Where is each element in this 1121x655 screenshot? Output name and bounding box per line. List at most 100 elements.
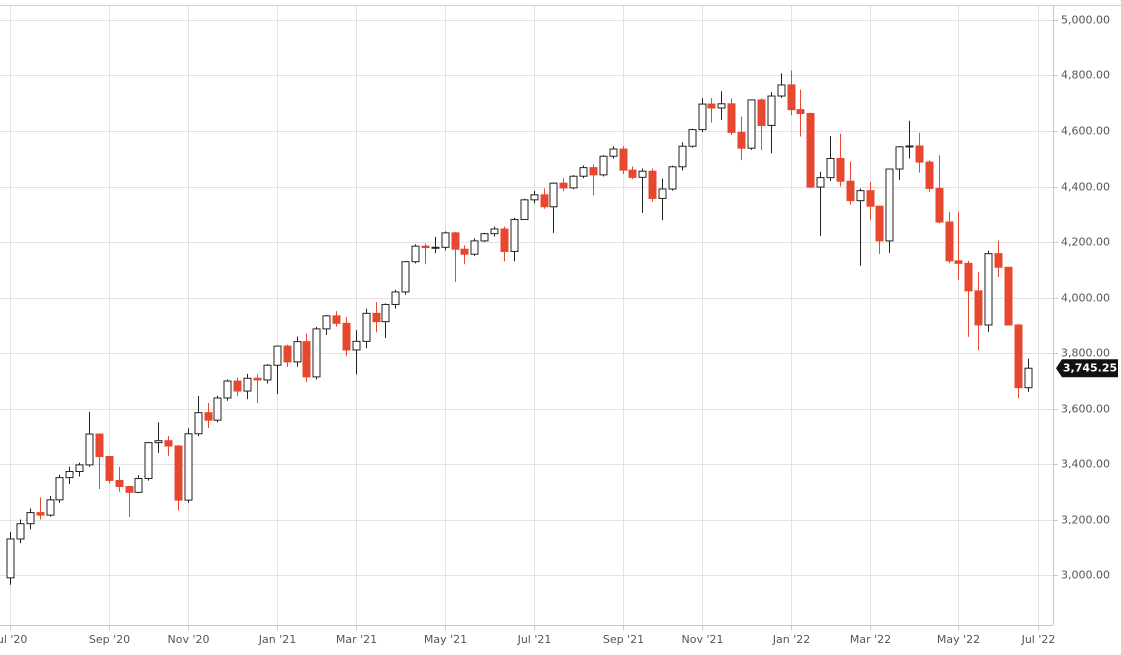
candle-body	[263, 364, 272, 381]
candle-body	[698, 103, 707, 131]
candle-body	[520, 199, 529, 221]
candle-body	[707, 103, 716, 109]
candle-body	[905, 145, 914, 148]
candle-body	[213, 397, 222, 421]
y-tick-label: 5,000.00	[1061, 14, 1110, 27]
candle-body	[658, 188, 667, 199]
candle-body	[115, 479, 124, 488]
x-tick-label: Sep '20	[89, 633, 130, 646]
candle-body	[569, 175, 578, 189]
candle-body	[312, 328, 321, 378]
candle-body	[994, 253, 1003, 268]
candle-body	[85, 433, 94, 466]
y-tick-label: 3,800.00	[1061, 347, 1110, 360]
x-tick-label: Nov '21	[682, 633, 724, 646]
candle-body	[26, 512, 35, 525]
candle-body	[638, 170, 647, 178]
candle-body	[777, 84, 786, 97]
candle-body	[826, 157, 835, 179]
candle-body	[945, 221, 954, 262]
y-tick-label: 3,600.00	[1061, 403, 1110, 416]
y-tick-label: 4,000.00	[1061, 292, 1110, 305]
candle-body	[362, 312, 371, 342]
candle-body	[816, 177, 825, 188]
x-tick-label: Jan '21	[258, 633, 296, 646]
candle-body	[836, 157, 845, 182]
candle-body	[391, 291, 400, 305]
candle-body	[441, 232, 450, 248]
candle-body	[322, 315, 331, 330]
x-tick-label: Jul '20	[0, 633, 27, 646]
candle-body	[984, 253, 993, 326]
candle-body	[688, 129, 697, 147]
candle-body	[273, 345, 282, 366]
candle-body	[184, 433, 193, 501]
candle-body	[134, 477, 143, 493]
candle-body	[510, 219, 519, 252]
candle-body	[421, 245, 430, 249]
candle-body	[974, 290, 983, 326]
candle-body	[875, 205, 884, 242]
y-tick-label: 3,000.00	[1061, 569, 1110, 582]
candle-body	[589, 167, 598, 176]
x-tick-label: Mar '22	[850, 633, 891, 646]
candle-body	[480, 233, 489, 242]
candle-body	[352, 340, 361, 351]
candles	[6, 70, 1033, 585]
labels: 3,000.00 3,200.00 3,400.00 3,600.00 3,800.00…	[0, 14, 1118, 646]
candle-body	[105, 456, 114, 481]
candle-body	[451, 232, 460, 250]
candle-body	[796, 109, 805, 115]
x-tick-label: May '22	[937, 633, 980, 646]
price-badge	[1056, 359, 1118, 378]
candle-body	[648, 170, 657, 199]
candle-body	[372, 312, 381, 323]
candle-body	[757, 99, 766, 126]
y-tick-label: 4,800.00	[1061, 69, 1110, 82]
candle-body	[381, 303, 390, 323]
candle-body	[243, 377, 252, 392]
candle-body	[16, 523, 25, 540]
candle-body	[65, 471, 74, 479]
candle-body	[253, 377, 262, 381]
candle-body	[628, 169, 637, 178]
candle-body	[846, 180, 855, 202]
y-tick-label: 4,200.00	[1061, 236, 1110, 249]
candle-body	[717, 103, 726, 109]
x-tick-label: Sep '21	[603, 633, 644, 646]
candle-body	[609, 148, 618, 157]
x-tick-label: Jan '22	[772, 633, 810, 646]
candle-body	[915, 145, 924, 163]
candle-body	[460, 248, 469, 255]
candle-body	[1024, 367, 1033, 389]
candle-body	[727, 103, 736, 133]
grid	[0, 6, 1058, 630]
candle-body	[500, 228, 509, 252]
candle-body	[95, 433, 104, 458]
candle-body	[283, 345, 292, 363]
candle-body	[36, 512, 45, 516]
candle-body	[223, 380, 232, 399]
y-tick-label: 3,400.00	[1061, 458, 1110, 471]
candle-body	[935, 187, 944, 223]
candle-body	[579, 167, 588, 177]
candle-body	[530, 194, 539, 201]
candle-body	[806, 113, 815, 188]
candle-body	[559, 182, 568, 189]
candle-body	[490, 228, 499, 235]
x-tick-label: May '21	[424, 633, 467, 646]
candle-body	[125, 486, 134, 493]
candle-body	[75, 464, 84, 473]
candle-body	[204, 412, 213, 421]
candle-body	[668, 166, 677, 190]
candle-body	[866, 190, 875, 207]
candle-body	[194, 412, 203, 435]
y-tick-label: 4,600.00	[1061, 125, 1110, 138]
candle-body	[174, 445, 183, 501]
candle-body	[342, 322, 351, 351]
candle-body	[302, 341, 311, 378]
candle-body	[895, 146, 904, 170]
candle-body	[885, 168, 894, 242]
